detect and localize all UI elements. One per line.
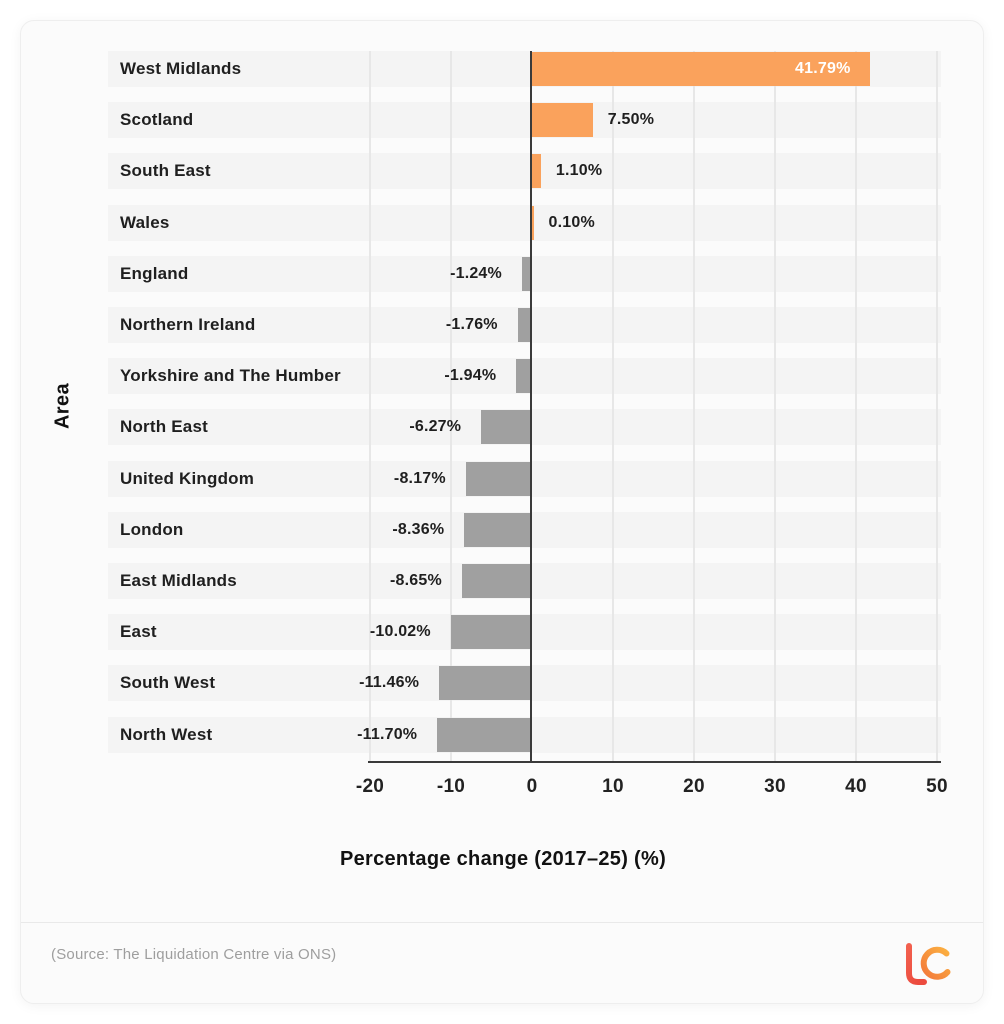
- category-label-south-west: South West: [120, 673, 216, 693]
- x-tick-label--10: -10: [436, 776, 466, 797]
- bar-united-kingdom: [465, 461, 532, 496]
- category-label-north-east: North East: [120, 417, 208, 437]
- bar-london: [464, 512, 532, 547]
- category-label-scotland: Scotland: [120, 110, 194, 130]
- value-label-united-kingdom: -8.17%: [393, 469, 446, 487]
- category-label-england: England: [120, 263, 189, 283]
- row-band-wales: [108, 204, 941, 241]
- zero-axis-line: [530, 51, 532, 763]
- row-band-scotland: [108, 102, 941, 139]
- bar-yorkshire-and-the-humber: [516, 359, 532, 394]
- bar-south-west: [439, 666, 532, 701]
- y-axis-title: Area: [51, 382, 74, 430]
- category-label-yorkshire-and-the-humber: Yorkshire and The Humber: [120, 366, 341, 386]
- bar-north-west: [437, 717, 532, 752]
- logo-letter-c: [920, 946, 951, 980]
- value-label-wales: 0.10%: [548, 213, 595, 231]
- x-axis-title: Percentage change (2017–25) (%): [339, 848, 667, 870]
- value-label-north-east: -6.27%: [409, 418, 462, 436]
- category-label-east-midlands: East Midlands: [120, 571, 237, 590]
- value-label-northern-ireland: -1.76%: [445, 316, 498, 333]
- value-label-england: -1.24%: [450, 264, 502, 282]
- gridline--20: [369, 51, 371, 761]
- gridline-40: [855, 51, 857, 761]
- footer-divider: [21, 922, 983, 923]
- value-label-east: -10.02%: [369, 623, 431, 641]
- category-label-west-midlands: West Midlands: [120, 59, 242, 78]
- x-axis-line: [368, 761, 941, 763]
- row-band-south-east: [108, 153, 941, 190]
- bar-north-east: [481, 410, 532, 445]
- bar-england: [521, 256, 532, 291]
- lc-logo: [906, 943, 951, 985]
- x-tick-label-50: 50: [926, 776, 948, 797]
- value-label-south-east: 1.10%: [555, 162, 603, 180]
- gridline--10: [450, 51, 452, 761]
- x-tick-label-40: 40: [845, 776, 867, 797]
- source-text: (Source: The Liquidation Centre via ONS): [51, 946, 337, 963]
- x-tick-label-10: 10: [602, 776, 624, 797]
- category-label-northern-ireland: Northern Ireland: [120, 315, 256, 334]
- value-label-north-west: -11.70%: [357, 725, 418, 743]
- gridline-30: [774, 51, 776, 761]
- x-tick-label-30: 30: [764, 776, 786, 797]
- gridline-50: [936, 51, 938, 761]
- value-label-yorkshire-and-the-humber: -1.94%: [444, 367, 497, 385]
- x-tick-label--20: -20: [355, 776, 385, 797]
- x-tick-label-0: 0: [526, 776, 538, 797]
- category-label-south-east: South East: [120, 161, 211, 181]
- chart-card: -20 -10 0 10 20 30 40 50 West Midlands 41.79% Scot…: [20, 20, 984, 1004]
- gridline-20: [693, 51, 695, 761]
- value-label-south-west: -11.46%: [359, 674, 420, 692]
- gridline-10: [612, 51, 614, 761]
- x-tick-label-20: 20: [683, 776, 705, 797]
- bar-wales: [532, 205, 534, 240]
- category-label-united-kingdom: United Kingdom: [120, 468, 255, 488]
- category-label-east: East: [120, 622, 157, 642]
- bar-south-east: [532, 154, 541, 189]
- bar-scotland: [532, 103, 593, 138]
- value-label-london: -8.36%: [392, 520, 445, 538]
- value-label-scotland: 7.50%: [607, 111, 655, 129]
- value-label-east-midlands: -8.65%: [390, 572, 442, 589]
- bar-east: [450, 615, 532, 650]
- logo-letter-l: [906, 943, 927, 985]
- bar-northern-ireland: [517, 308, 532, 342]
- category-label-wales: Wales: [120, 212, 170, 232]
- bar-west-midlands: [532, 52, 871, 86]
- category-label-london: London: [120, 519, 184, 539]
- category-label-north-west: North West: [120, 724, 213, 744]
- value-label-west-midlands: 41.79%: [795, 60, 851, 77]
- bar-east-midlands: [461, 564, 532, 598]
